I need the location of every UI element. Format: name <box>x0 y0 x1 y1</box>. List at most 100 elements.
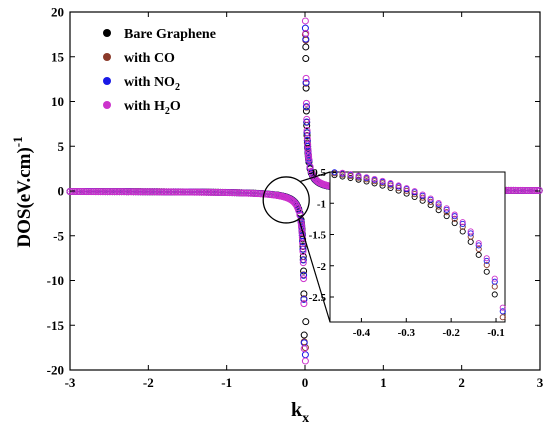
y-tick-label: 5 <box>58 139 65 154</box>
inset-data-point <box>371 180 378 187</box>
data-point <box>300 271 308 279</box>
legend-label-text: Bare Graphene <box>124 27 216 42</box>
data-point <box>151 188 159 196</box>
inset-x-tick-label: -0.4 <box>353 327 371 339</box>
legend: Bare Graphene with CO with NO2 with H2O <box>103 27 216 117</box>
legend-marker <box>103 101 111 109</box>
inset-data-point <box>451 219 458 227</box>
inset-data-point <box>483 257 490 264</box>
x-axis-label-subscript: x <box>302 411 309 426</box>
data-point <box>82 188 90 196</box>
legend-item: Bare Graphene <box>103 27 216 42</box>
inset-data-point <box>443 209 450 216</box>
inset-y-tick-label: -1.5 <box>309 230 327 242</box>
inset-data-point <box>459 228 466 235</box>
data-point <box>302 318 310 326</box>
inset-data-point <box>483 261 490 269</box>
data-point <box>295 207 303 215</box>
data-point <box>209 188 217 196</box>
x-tick-label: -3 <box>65 375 76 390</box>
data-point <box>167 188 175 196</box>
data-point <box>144 188 152 196</box>
data-point <box>531 186 539 194</box>
data-point <box>303 126 311 134</box>
inset-data-point <box>419 194 426 201</box>
data-point <box>207 188 215 196</box>
legend-marker <box>103 53 111 61</box>
inset-data-point <box>355 176 362 183</box>
data-point <box>535 186 543 194</box>
data-point <box>113 188 121 196</box>
legend-label-text: with CO <box>124 51 175 66</box>
y-tick-label: -10 <box>47 273 64 288</box>
inset-data-point <box>467 230 474 237</box>
data-point <box>301 357 309 365</box>
inset-data-point <box>427 195 434 202</box>
inset-data-point <box>411 188 418 195</box>
data-point <box>226 189 234 197</box>
data-point <box>198 188 206 196</box>
data-point <box>191 188 199 196</box>
data-point <box>519 186 527 194</box>
data-point <box>505 186 513 194</box>
legend-label-text: with H <box>124 99 165 114</box>
data-point <box>306 163 314 171</box>
data-point <box>97 188 105 196</box>
data-point <box>87 188 95 196</box>
data-point <box>94 188 102 196</box>
inset-data-point <box>499 308 506 315</box>
data-point <box>302 55 310 63</box>
data-point <box>127 188 135 196</box>
data-point <box>235 189 243 197</box>
inset-data-points <box>331 169 506 321</box>
data-point <box>216 188 224 196</box>
data-point <box>245 189 253 197</box>
zoom-circle <box>262 176 310 224</box>
inset-plot-frame <box>329 171 506 323</box>
data-point <box>80 188 88 196</box>
inset-x-tick-label: -0.2 <box>442 327 460 339</box>
inset-data-point <box>331 172 338 179</box>
legend-item: with NO2 <box>103 75 180 93</box>
x-tick-label: 1 <box>380 375 387 390</box>
zoom-line-top <box>299 171 331 183</box>
inset-data-point <box>483 268 490 275</box>
inset-data-point <box>403 185 410 192</box>
data-point <box>514 186 522 194</box>
data-point <box>106 188 114 196</box>
y-tick-label: 10 <box>51 94 64 109</box>
inset-data-point <box>467 228 474 235</box>
legend-label: Bare Graphene <box>124 27 216 42</box>
data-point <box>162 188 170 196</box>
data-point <box>141 188 149 196</box>
data-point <box>92 188 100 196</box>
data-point <box>303 132 311 140</box>
data-point <box>249 189 257 197</box>
legend-item: with H2O <box>103 99 181 117</box>
y-tick-label: 0 <box>58 184 65 199</box>
data-point <box>85 188 93 196</box>
data-point <box>300 345 308 353</box>
inset-data-point <box>363 178 370 185</box>
data-point <box>212 188 220 196</box>
data-point <box>146 188 154 196</box>
inset-data-point <box>347 171 354 178</box>
data-point <box>193 188 201 196</box>
data-point <box>176 188 184 196</box>
data-point <box>302 99 310 107</box>
legend-item: with CO <box>103 51 175 66</box>
inset-plot-area: -0.4 -0.3 -0.2 -0.1 -0.5 -1 -1.5 -2 -2.5 <box>309 167 506 339</box>
inset-data-point <box>379 177 386 185</box>
y-tick-label: -15 <box>47 318 65 333</box>
data-point <box>66 188 74 196</box>
inset-data-point <box>411 193 418 200</box>
data-point <box>153 188 161 196</box>
data-point <box>172 188 180 196</box>
inset-data-point <box>435 207 442 214</box>
data-point <box>134 188 142 196</box>
data-point <box>252 190 260 198</box>
x-tick-label: 3 <box>537 375 544 390</box>
data-point <box>528 186 536 194</box>
data-point <box>301 17 309 25</box>
